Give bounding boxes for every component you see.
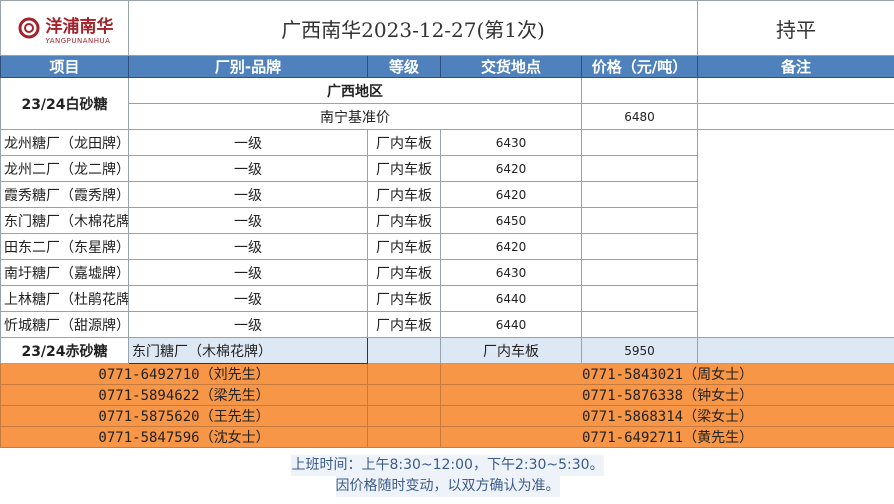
col-price: 价格（元/吨） bbox=[580, 55, 699, 78]
price-cell: 6430 bbox=[440, 129, 582, 156]
remarks-cell bbox=[697, 337, 894, 364]
table-row: 霞秀糖厂（霞秀牌） 一级 厂内车板 6420 bbox=[0, 181, 894, 208]
price-disclaimer: 因价格随时变动，以双方确认为准。 bbox=[335, 476, 560, 497]
office-hours: 上班时间：上午8:30~12:00，下午2:30~5:30。 bbox=[291, 455, 604, 476]
contact-left: 0771-5875620（王先生） bbox=[0, 405, 368, 427]
logo-text: 洋浦南华 bbox=[45, 16, 114, 37]
grade-cell: 一级 bbox=[128, 311, 368, 338]
col-delivery: 交货地点 bbox=[440, 55, 582, 78]
grade-cell: 一级 bbox=[128, 285, 368, 312]
price-cell: 6440 bbox=[440, 311, 582, 338]
remarks-cell bbox=[580, 129, 699, 156]
brand-cell: 东门糖厂（木棉花牌） bbox=[128, 337, 368, 364]
contact-left: 0771-6492710（刘先生） bbox=[0, 363, 368, 385]
grade-cell: 一级 bbox=[128, 155, 368, 182]
brand-cell: 田东二厂（东星牌） bbox=[0, 233, 129, 260]
footer-note: 上班时间：上午8:30~12:00，下午2:30~5:30。 因价格随时变动，以双… bbox=[1, 448, 894, 504]
benchmark-price: 6480 bbox=[580, 103, 699, 130]
contact-row: 0771-5847596（沈女士） 0771-6492711（黄先生） bbox=[0, 426, 894, 448]
grade-cell: 一级 bbox=[128, 129, 368, 156]
benchmark-label: 南宁基准价 bbox=[128, 103, 582, 130]
contact-right: 0771-5876338（钟女士） bbox=[439, 384, 894, 406]
delivery-cell: 厂内车板 bbox=[367, 233, 441, 260]
delivery-cell: 厂内车板 bbox=[367, 129, 441, 156]
brand-cell: 龙州糖厂（龙田牌） bbox=[0, 129, 129, 156]
table-row: 田东二厂（东星牌） 一级 厂内车板 6420 bbox=[0, 233, 894, 260]
logo: 洋浦南华 YANGPUNANHUA bbox=[0, 0, 129, 56]
grade-cell: 一级 bbox=[128, 181, 368, 208]
contact-left: 0771-5847596（沈女士） bbox=[0, 426, 368, 448]
delivery-cell: 厂内车板 bbox=[367, 207, 441, 234]
remarks-cell bbox=[580, 311, 699, 338]
brand-cell: 霞秀糖厂（霞秀牌） bbox=[0, 181, 129, 208]
table-row: 南圩糖厂（嘉墟牌） 一级 厂内车板 6430 bbox=[0, 259, 894, 286]
table-row: 龙州糖厂（龙田牌） 一级 厂内车板 6430 bbox=[0, 129, 894, 156]
item-white-sugar: 23/24白砂糖 bbox=[0, 77, 129, 130]
price-cell: 6450 bbox=[440, 207, 582, 234]
remarks-cell bbox=[580, 259, 699, 286]
region-label: 广西地区 bbox=[128, 77, 582, 104]
grade-cell: 一级 bbox=[128, 259, 368, 286]
contact-left: 0771-5894622（梁先生） bbox=[0, 384, 368, 406]
delivery-cell: 厂内车板 bbox=[367, 181, 441, 208]
col-remarks: 备注 bbox=[697, 55, 894, 78]
remarks-cell bbox=[580, 155, 699, 182]
table-row: 忻城糖厂（甜源牌） 一级 厂内车板 6440 bbox=[0, 311, 894, 338]
delivery-cell: 厂内车板 bbox=[440, 337, 582, 364]
table-row: 龙州二厂（龙二牌） 一级 厂内车板 6420 bbox=[0, 155, 894, 182]
brand-cell: 南圩糖厂（嘉墟牌） bbox=[0, 259, 129, 286]
price-cell: 6420 bbox=[440, 181, 582, 208]
price-cell: 5950 bbox=[580, 337, 699, 364]
col-item: 项目 bbox=[0, 55, 129, 78]
brand-cell: 龙州二厂（龙二牌） bbox=[0, 155, 129, 182]
delivery-cell: 厂内车板 bbox=[367, 311, 441, 338]
col-grade: 等级 bbox=[367, 55, 441, 78]
remarks-cell bbox=[580, 207, 699, 234]
item-red-sugar: 23/24赤砂糖 bbox=[0, 337, 129, 364]
contact-row: 0771-5894622（梁先生） 0771-5876338（钟女士） bbox=[0, 384, 894, 406]
grade-cell: 一级 bbox=[128, 207, 368, 234]
col-brand: 厂别-品牌 bbox=[128, 55, 368, 78]
trend-label: 持平 bbox=[697, 0, 894, 56]
remarks-cell bbox=[580, 285, 699, 312]
contact-right: 0771-6492711（黄先生） bbox=[439, 426, 894, 448]
grade-cell bbox=[367, 337, 441, 364]
contact-right: 0771-5843021（周女士） bbox=[439, 363, 894, 385]
delivery-cell: 厂内车板 bbox=[367, 285, 441, 312]
price-cell: 6420 bbox=[440, 155, 582, 182]
price-cell: 6440 bbox=[440, 285, 582, 312]
delivery-cell: 厂内车板 bbox=[367, 155, 441, 182]
table-row: 23/24赤砂糖 东门糖厂（木棉花牌） 厂内车板 5950 bbox=[0, 337, 894, 364]
remarks-cell bbox=[580, 233, 699, 260]
contact-row: 0771-5875620（王先生） 0771-5868314（梁女士） bbox=[0, 405, 894, 427]
brand-cell: 上林糖厂（杜鹃花牌） bbox=[0, 285, 129, 312]
contact-row: 0771-6492710（刘先生） 0771-5843021（周女士） bbox=[0, 363, 894, 385]
grade-cell: 一级 bbox=[128, 233, 368, 260]
delivery-cell: 厂内车板 bbox=[367, 259, 441, 286]
brand-cell: 东门糖厂（木棉花牌） bbox=[0, 207, 129, 234]
logo-subtext: YANGPUNANHUA bbox=[45, 36, 111, 45]
brand-cell: 忻城糖厂（甜源牌） bbox=[0, 311, 129, 338]
price-cell: 6420 bbox=[440, 233, 582, 260]
contact-right: 0771-5868314（梁女士） bbox=[439, 405, 894, 427]
remarks-cell bbox=[580, 181, 699, 208]
price-cell: 6430 bbox=[440, 259, 582, 286]
page-title: 广西南华2023-12-27(第1次) bbox=[127, 0, 699, 56]
logo-icon bbox=[18, 17, 39, 39]
